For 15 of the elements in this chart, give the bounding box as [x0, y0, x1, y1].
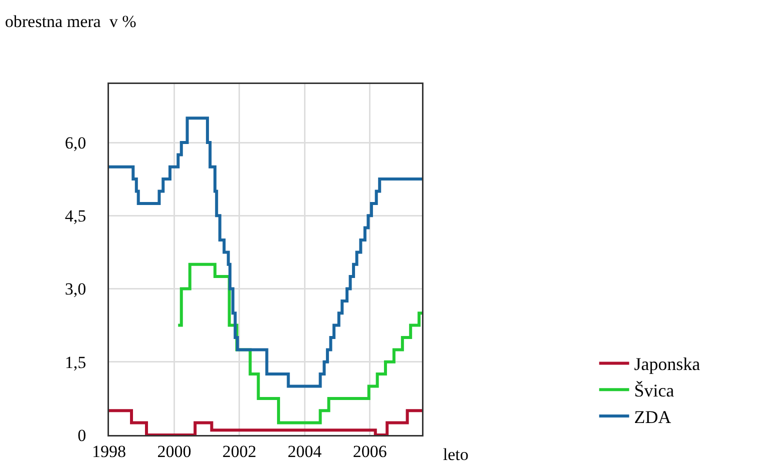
x-tick-label: 2006 — [352, 442, 387, 461]
y-tick-label: 3,0 — [64, 280, 86, 299]
x-tick-label: 2000 — [157, 442, 192, 461]
x-axis-title: leto — [443, 445, 468, 464]
y-axis-title: obrestna mera v % — [5, 12, 136, 31]
legend-label: Švica — [634, 380, 674, 401]
y-tick-label: 4,5 — [64, 206, 86, 226]
legend-label: Japonska — [634, 354, 700, 374]
y-tick-label: 1,5 — [64, 352, 86, 372]
y-tick-label: 6,0 — [64, 133, 86, 152]
y-tick-label: 0 — [78, 426, 86, 445]
x-tick-label: 1998 — [92, 442, 126, 461]
x-tick-label: 2002 — [222, 442, 256, 461]
x-tick-label: 2004 — [288, 442, 322, 461]
legend-label: ZDA — [634, 407, 672, 428]
